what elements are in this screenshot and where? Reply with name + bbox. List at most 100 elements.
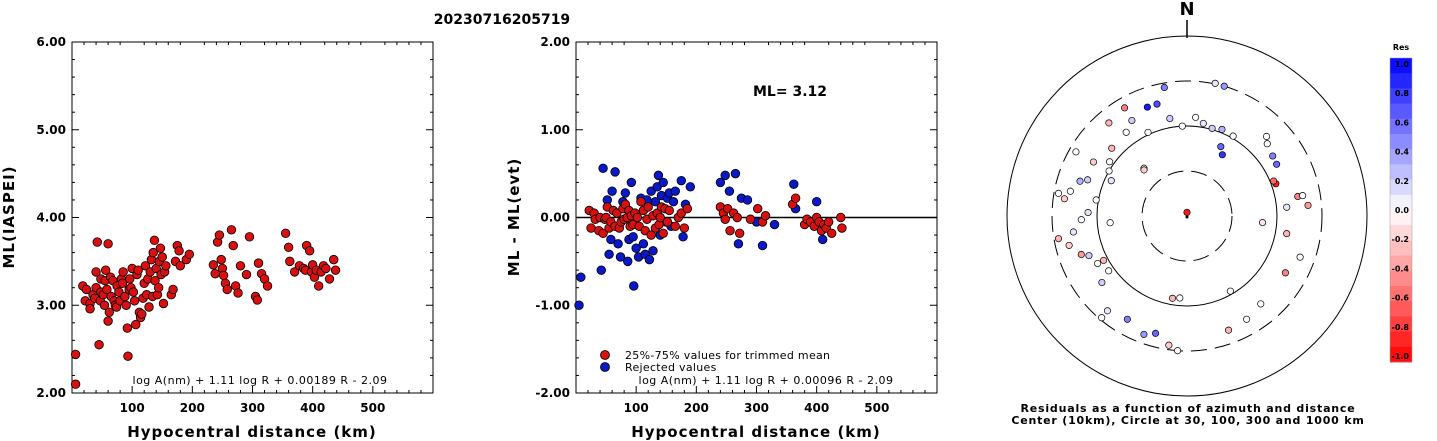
data-point (153, 283, 164, 293)
station-marker (1299, 192, 1307, 200)
data-point (324, 274, 335, 284)
station-marker (1263, 140, 1271, 148)
rejected-point (574, 300, 584, 310)
data-point (330, 265, 341, 275)
station-marker (1098, 278, 1106, 287)
data-point (252, 295, 263, 305)
x-tick-label: 300 (744, 401, 769, 415)
data-point (149, 235, 160, 246)
rejected-point (742, 195, 753, 205)
legend-marker-rejected (600, 362, 610, 372)
colorbar-cell (1390, 301, 1412, 317)
data-point (100, 265, 111, 275)
data-point (210, 268, 220, 279)
data-point (218, 270, 229, 281)
station-marker (1152, 329, 1160, 337)
trimmed-point (824, 217, 834, 227)
rejected-point (817, 234, 828, 245)
data-point (140, 261, 151, 271)
ml-annotation: ML= 3.12 (753, 84, 827, 100)
magnitude-distance-plot: 100 200 300 400 500 2.00 3.00 4.00 5.00 6.00 log … (0, 35, 434, 441)
station-marker (1077, 216, 1085, 224)
station-marker (1176, 294, 1184, 302)
trimmed-point (827, 228, 837, 238)
ring-300km (1051, 80, 1323, 352)
rejected-point (615, 252, 626, 262)
trimmed-point (753, 204, 763, 214)
station-marker (1192, 113, 1200, 121)
data-point (104, 307, 115, 317)
colorbar-cell (1390, 73, 1412, 89)
rejected-point (623, 256, 633, 267)
data-point (92, 237, 102, 247)
colorbar-cell (1390, 210, 1412, 226)
data-point (148, 247, 158, 258)
rejected-point (607, 186, 617, 196)
colorbar-cell (1390, 134, 1412, 150)
rejected-point (648, 246, 658, 256)
data-points (574, 163, 847, 310)
trimmed-point (658, 228, 668, 238)
data-point (155, 243, 166, 253)
trimmed-point (664, 205, 674, 216)
rejected-point (668, 197, 679, 207)
station-marker (1066, 187, 1074, 195)
y-axis-label: ML - ML(evt) (505, 158, 523, 276)
rejected-point (757, 240, 768, 251)
data-point (241, 269, 252, 280)
data-point (184, 249, 195, 260)
data-point (280, 228, 291, 238)
ring-30km (1141, 170, 1233, 262)
station-marker (1105, 267, 1113, 275)
station-marker (1084, 176, 1092, 184)
station-marker (1098, 314, 1106, 322)
colorbar-title: Res (1393, 43, 1410, 52)
data-point (161, 261, 171, 271)
data-point (137, 309, 147, 319)
rejected-point (733, 239, 744, 249)
station-marker (1085, 252, 1093, 260)
colorbar-tick-label: 1.0 (1395, 60, 1410, 69)
polar-caption: Residuals as a function of azimuth and d… (1020, 402, 1355, 415)
data-point (70, 379, 81, 389)
colorbar-cell (1390, 240, 1412, 257)
station-marker (1168, 294, 1177, 302)
colorbar-cell (1390, 103, 1412, 120)
data-point (144, 302, 154, 312)
station-marker (1218, 151, 1226, 159)
station-marker (1218, 125, 1226, 133)
station-marker (1283, 203, 1291, 211)
trimmed-point (720, 214, 730, 224)
data-point (131, 319, 141, 330)
data-point (283, 242, 294, 253)
colorbar-cell (1390, 88, 1412, 105)
data-point (129, 296, 140, 306)
data-point (158, 298, 169, 309)
formula-label: log A(nm) + 1.11 log R + 0.00189 R - 2.0… (133, 374, 388, 387)
x-tick-label: 500 (864, 401, 889, 415)
trimmed-point (598, 228, 608, 238)
formula-label: log A(nm) + 1.11 log R + 0.00096 R - 2.0… (639, 374, 894, 387)
station-marker (1103, 307, 1112, 315)
x-tick-label: 300 (240, 401, 265, 415)
rejected-point (678, 232, 688, 242)
x-tick-label: 200 (180, 401, 205, 415)
axis-ticks: 100 200 300 400 500 2.00 3.00 4.00 5.00 6.00 (36, 35, 433, 415)
station-marker (1259, 219, 1267, 227)
station-marker (1143, 103, 1151, 111)
y-tick-label: 0.00 (540, 211, 570, 225)
data-point (122, 323, 133, 333)
data-point (233, 288, 243, 298)
station-marker (1183, 208, 1191, 216)
rejected-point (715, 177, 726, 188)
station-marker (1257, 300, 1265, 308)
azimuth-residual-plot: N Residuals as a function of azimuth and… (1006, 0, 1368, 427)
rejected-point (596, 265, 606, 275)
colorbar-cell (1390, 58, 1412, 74)
data-point (128, 287, 139, 297)
station-marker (1269, 152, 1277, 160)
rejected-point (604, 249, 614, 260)
trimmed-point (732, 212, 742, 223)
colorbar-tick-label: 0.4 (1395, 148, 1410, 157)
x-tick-label: 400 (300, 401, 325, 415)
